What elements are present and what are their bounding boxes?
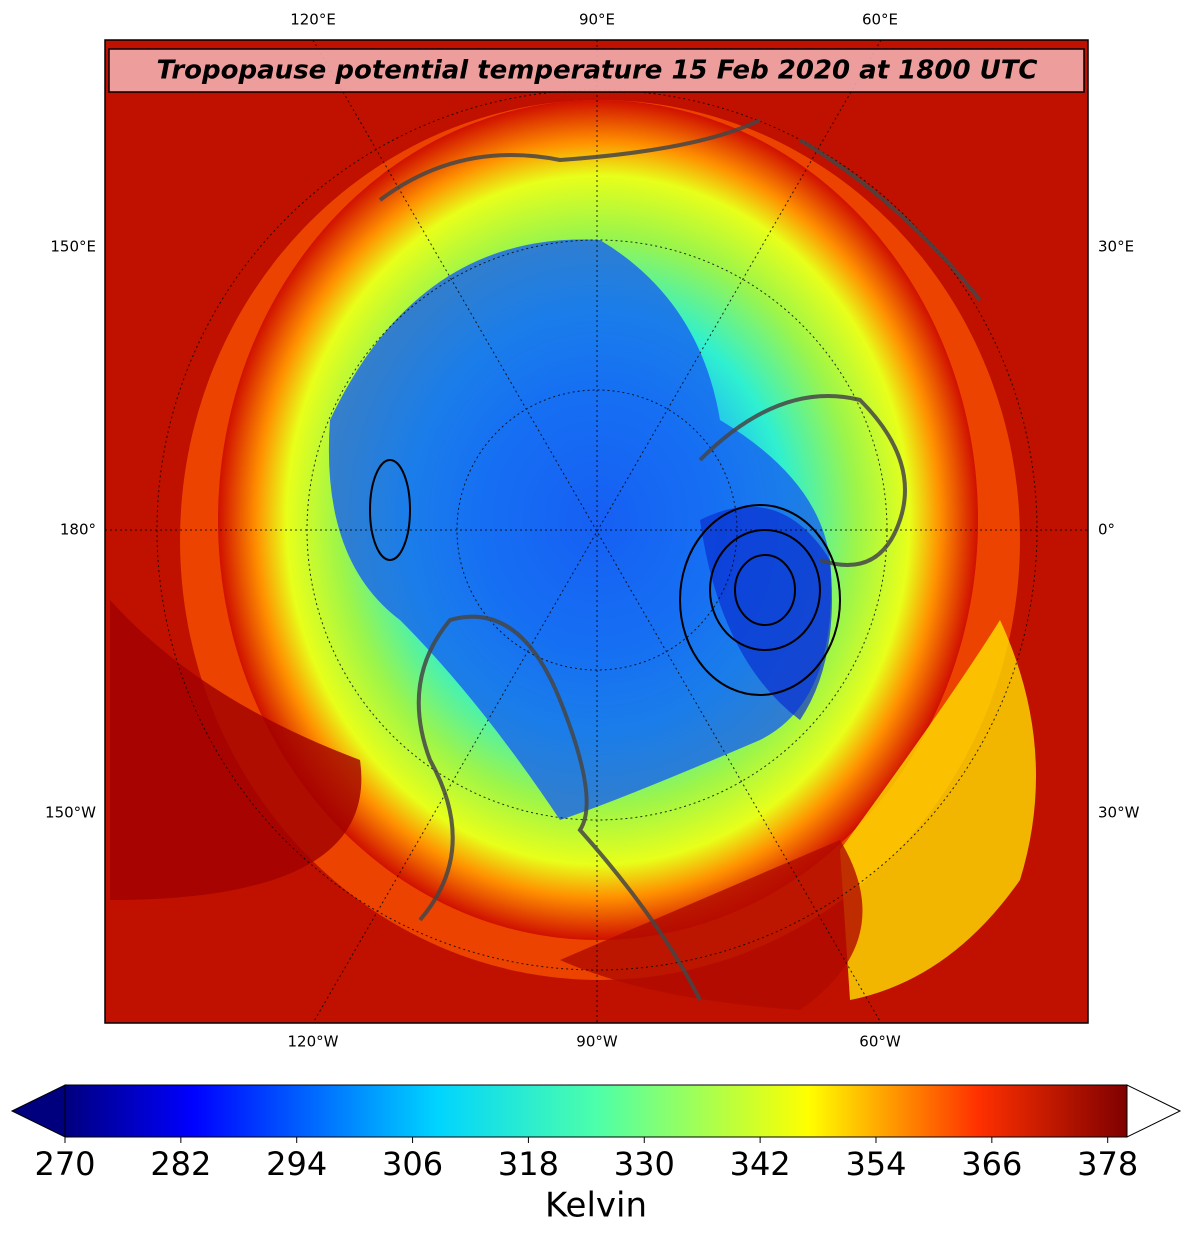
colorbar-tick-label: 318 [498, 1145, 559, 1183]
map [105, 40, 1088, 1023]
colorbar-tick-label: 294 [266, 1145, 327, 1183]
lon-label: 180° [60, 521, 96, 539]
lon-label: 60°W [859, 1033, 901, 1051]
colorbar-tick-label: 342 [730, 1145, 791, 1183]
colorbar-tick-label: 354 [845, 1145, 906, 1183]
lon-label: 30°E [1098, 238, 1134, 256]
lon-label: 120°W [288, 1033, 339, 1051]
colorbar-tick-label: 282 [150, 1145, 211, 1183]
colorbar-ramp [64, 1084, 1128, 1138]
colorbar-tick-label: 330 [614, 1145, 675, 1183]
title-box [108, 48, 1085, 93]
colorbar-tick-label: 366 [961, 1145, 1022, 1183]
lon-label: 90°E [579, 11, 615, 29]
lon-label: 0° [1098, 521, 1115, 539]
colorbar [10, 1084, 1182, 1138]
lon-label: 120°E [290, 11, 336, 29]
colorbar-tick-label: 270 [34, 1145, 95, 1183]
title: Tropopause potential temperature 15 Feb … [156, 56, 1037, 86]
colorbar-extend-low [10, 1084, 66, 1138]
map-frame [104, 39, 1089, 1024]
colorbar-label: Kelvin [545, 1186, 647, 1226]
lon-label: 90°W [576, 1033, 618, 1051]
lon-label: 150°E [50, 238, 96, 256]
lon-label: 150°W [45, 804, 96, 822]
colorbar-extend-high [1126, 1084, 1182, 1138]
colorbar-tick-label: 306 [382, 1145, 443, 1183]
lon-label: 30°W [1098, 804, 1140, 822]
lon-label: 60°E [862, 11, 898, 29]
colorbar-tick-label: 378 [1077, 1145, 1138, 1183]
